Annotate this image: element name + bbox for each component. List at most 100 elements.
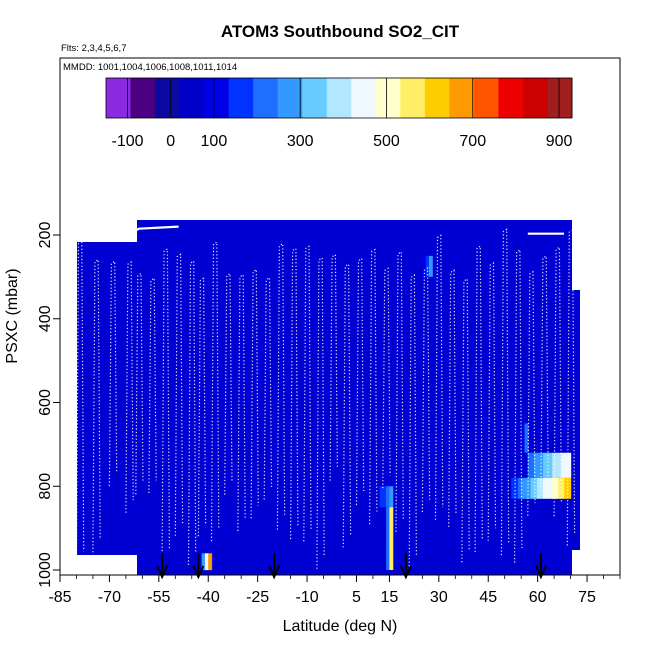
flight-profile-trace (250, 268, 259, 519)
heatmap-hotspot (428, 255, 433, 277)
y-tick-label: 400 (37, 305, 54, 332)
colorbar-tick-label: 100 (201, 133, 228, 150)
heatmap-hotspot (201, 553, 206, 571)
heatmap-hotspot (379, 486, 384, 508)
flight-profiles (75, 225, 576, 570)
flight-profile-trace (224, 272, 233, 495)
x-tick-label: -70 (98, 589, 121, 606)
chart-title: ATOM3 Southbound SO2_CIT (221, 22, 460, 41)
heatmap-hotspot (561, 452, 566, 478)
heatmap-hotspot (567, 477, 572, 499)
heatmap-hotspot (536, 452, 541, 478)
heatmap-hotspot (567, 452, 572, 478)
x-tick-label: 60 (529, 589, 547, 606)
flight-profile-trace (75, 227, 85, 565)
heatmap-hotspot (517, 477, 522, 499)
colorbar-cell (400, 78, 426, 118)
colorbar-cells (106, 78, 573, 118)
colorbar-cell (130, 78, 156, 118)
colorbar-cell (375, 78, 401, 118)
colorbar-tick-labels: -100 0 100 300 500 700 900 (112, 133, 573, 150)
x-tick-label: -85 (48, 589, 71, 606)
flight-profile-trace (487, 262, 497, 541)
colorbar-cell (547, 78, 573, 118)
heatmap-hotspot (540, 452, 544, 478)
colorbar-tick-label: 900 (546, 133, 573, 150)
x-tick-label: 5 (352, 589, 361, 606)
y-tick-label: 1000 (37, 552, 54, 588)
heatmap-hotspot (527, 477, 532, 499)
x-tick-label: 15 (381, 589, 399, 606)
flight-marker-arrow (192, 553, 205, 580)
flight-marker-arrow (399, 553, 412, 580)
x-axis: -85 -70 -55 -40 -25 -10 5 15 30 45 60 75 (48, 575, 621, 606)
heatmap-background-north (572, 290, 580, 550)
colorbar: -100 0 100 300 500 700 900 (105, 77, 573, 150)
heatmap-background-main (137, 220, 572, 575)
flight-profile-trace (553, 246, 562, 517)
flight-marker-arrow-head (156, 565, 169, 580)
flight-profile-trace (174, 253, 184, 536)
heatmap-hotspot (389, 507, 394, 570)
colorbar-cell (302, 78, 328, 118)
colorbar-cell (277, 78, 303, 118)
flight-profile-trace (237, 273, 246, 532)
flight-profile-trace (566, 229, 576, 546)
heatmap-hotspot (549, 477, 553, 499)
flight-profile-trace (276, 242, 286, 530)
colorbar-cell (179, 78, 205, 118)
x-tick-label: -10 (295, 589, 318, 606)
flight-marker-arrow-head (535, 565, 547, 580)
heatmap-hotspot (425, 255, 430, 277)
colorbar-cell (498, 78, 524, 118)
heatmap-hotspot (555, 452, 559, 478)
colorbar-tick-label: 500 (373, 133, 400, 150)
flight-profile-trace (382, 267, 391, 489)
x-tick-label: -55 (147, 589, 170, 606)
y-axis-label: PSXC (mbar) (4, 268, 21, 363)
colorbar-ticks (127, 78, 560, 118)
heatmap-hotspot (530, 452, 535, 478)
heatmap-hotspot (558, 452, 563, 478)
heatmap-hotspot (530, 477, 535, 499)
heatmap-hotspot (422, 255, 427, 277)
heatmap-hotspot (558, 477, 562, 499)
flight-profile-trace (303, 245, 312, 542)
colorbar-tick-label: 0 (166, 133, 175, 150)
flight-marker-arrow-head (192, 565, 205, 580)
flights-label: Flts: 2,3,4,5,6,7 (61, 43, 126, 54)
y-tick-label: 200 (37, 222, 54, 249)
flight-profile-trace (135, 272, 144, 495)
colorbar-tick-label: -100 (112, 133, 144, 150)
colorbar-cell (473, 78, 499, 118)
flight-marker-arrow (535, 553, 547, 580)
x-tick-label: 75 (578, 589, 596, 606)
heatmap-hotspot (389, 486, 394, 508)
flight-profile-trace (92, 258, 101, 553)
y-tick-label: 600 (37, 389, 54, 416)
heatmap-hotspot (549, 452, 553, 478)
y-axis: 200 400 600 800 1000 (37, 222, 60, 588)
flight-marker-arrow (156, 553, 169, 580)
colorbar-frame (105, 77, 573, 119)
heatmap-hotspot (539, 477, 544, 499)
heatmap-hotspot (524, 477, 529, 499)
heatmap-hotspot (533, 452, 538, 478)
x-tick-label: 30 (430, 589, 448, 606)
heatmap-hotspot (521, 477, 526, 499)
flight-profile-trace (125, 261, 134, 513)
heatmap-hotspot (524, 423, 529, 453)
heatmap-hotspot (561, 477, 566, 499)
flight-marker-arrow-head (399, 565, 412, 580)
heatmap-hotspot (386, 507, 390, 570)
x-axis-label: Latitude (deg N) (283, 618, 398, 635)
heatmap-background-south (77, 242, 139, 555)
heatmap-hotspot (564, 477, 569, 499)
heatmap-hotspot (536, 477, 541, 499)
colorbar-cell (449, 78, 475, 118)
flight-profile-trace (369, 248, 378, 525)
heatmap-hotspot (208, 553, 213, 571)
heatmap-region (75, 220, 580, 575)
colorbar-tick-label: 300 (287, 133, 314, 150)
